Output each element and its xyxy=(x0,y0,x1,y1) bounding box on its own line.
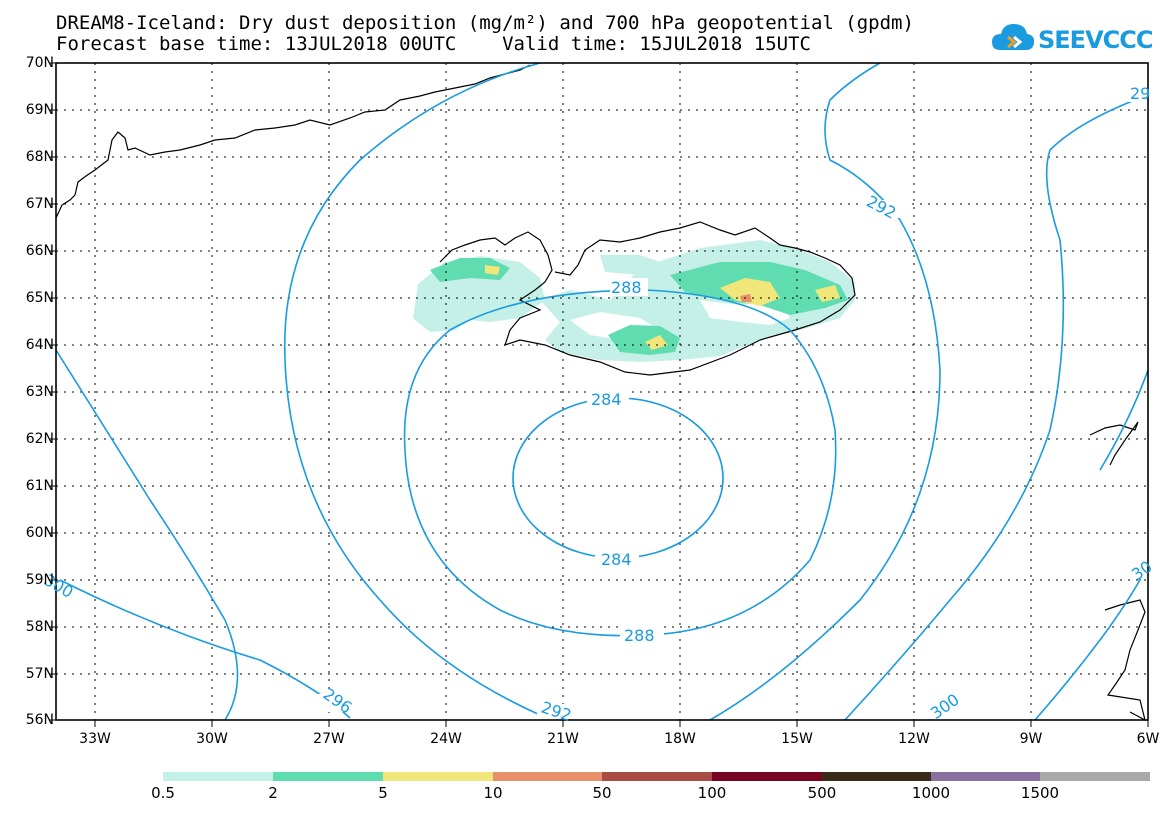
lat-label: 65N xyxy=(25,290,54,306)
contour-label: 284 xyxy=(591,390,622,409)
cloud-icon xyxy=(992,24,1035,50)
lon-label: 33W xyxy=(79,731,111,747)
colorbar-label: 1500 xyxy=(1020,784,1060,802)
contour-label: 292 xyxy=(863,192,899,223)
lat-label: 58N xyxy=(25,619,54,635)
lat-label: 67N xyxy=(25,196,54,212)
lat-label: 59N xyxy=(25,572,54,588)
contour-label: 288 xyxy=(611,278,642,297)
lat-label: 57N xyxy=(25,666,54,682)
lon-label: 24W xyxy=(430,731,462,747)
contour-label: 288 xyxy=(624,626,655,645)
colorbar-bin xyxy=(383,772,493,781)
contour-label: 284 xyxy=(601,550,632,569)
lon-label: 30W xyxy=(196,731,228,747)
map-title: DREAM8-Iceland: Dry dust deposition (mg/… xyxy=(56,12,914,34)
contour-label: 296 xyxy=(320,684,356,717)
lat-label: 64N xyxy=(25,337,54,353)
coastlines xyxy=(55,64,1146,722)
contour-label-masks xyxy=(318,84,1148,720)
lat-label: 62N xyxy=(25,431,54,447)
colorbar-label: 5 xyxy=(378,784,388,802)
colorbar-label: 500 xyxy=(807,784,837,802)
colorbar-bin xyxy=(822,772,931,781)
lat-label: 68N xyxy=(25,149,54,165)
colorbar-bin xyxy=(1040,772,1150,781)
dust-shading xyxy=(413,240,855,362)
lat-label: 61N xyxy=(25,478,54,494)
map-subtitle: Forecast base time: 13JUL2018 00UTC Vali… xyxy=(56,33,811,55)
lon-label: 18W xyxy=(664,731,696,747)
colorbar-label: 2 xyxy=(268,784,278,802)
colorbar-bin xyxy=(931,772,1040,781)
lat-label: 69N xyxy=(25,102,54,118)
colorbar-label: 50 xyxy=(592,784,612,802)
tick-marks xyxy=(49,62,1149,727)
lat-label: 63N xyxy=(25,384,54,400)
contour-label: 29 xyxy=(1130,84,1150,103)
lon-label: 21W xyxy=(547,731,579,747)
colorbar-label: 0.5 xyxy=(151,784,175,802)
colorbar-bin xyxy=(163,772,273,781)
colorbar-bin xyxy=(712,772,822,781)
colorbar-bin xyxy=(493,772,602,781)
colorbar-bin xyxy=(273,772,383,781)
lon-label: 27W xyxy=(313,731,345,747)
lat-label: 66N xyxy=(25,243,54,259)
lat-label: 70N xyxy=(25,55,54,71)
lat-label: 56N xyxy=(25,712,54,728)
logo-text: SEEVCCC xyxy=(1038,26,1153,54)
contour-label-text: 284 284 288 288 292 292 29 296 300 30 30… xyxy=(41,84,1156,725)
lat-label: 60N xyxy=(25,525,54,541)
lon-label: 15W xyxy=(781,731,813,747)
colorbar-label: 10 xyxy=(483,784,503,802)
graticule xyxy=(56,63,1148,720)
colorbar-label: 100 xyxy=(697,784,727,802)
lon-label: 9W xyxy=(1019,731,1043,747)
lon-label: 6W xyxy=(1136,731,1160,747)
colorbar-bin xyxy=(602,772,712,781)
lon-label: 12W xyxy=(898,731,930,747)
colorbar-label: 1000 xyxy=(911,784,951,802)
seevccc-logo: SEEVCCC xyxy=(990,20,1153,60)
contour-label: 292 xyxy=(539,698,574,726)
